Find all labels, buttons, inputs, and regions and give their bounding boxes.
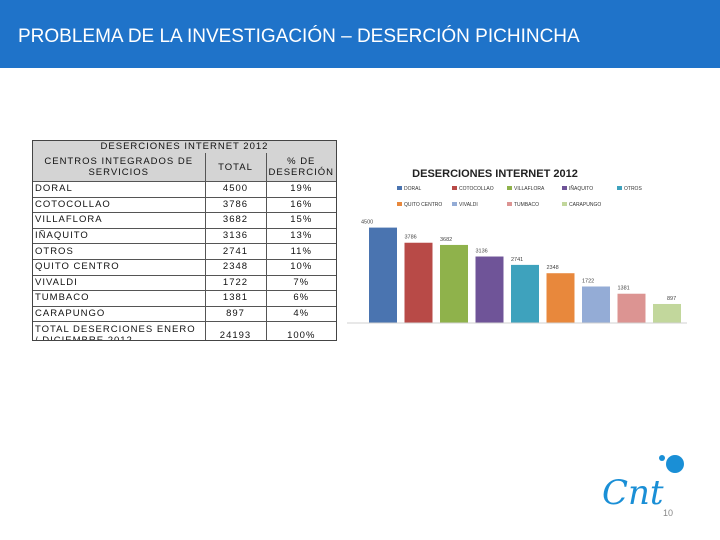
column-header-percent: % DE DESERCIÓN xyxy=(265,153,336,182)
row-percent: 7% xyxy=(265,274,336,291)
legend-swatch xyxy=(507,202,512,206)
row-percent: 16% xyxy=(265,196,336,213)
desertion-table: DESERCIONES INTERNET 2012 CENTROS INTEGR… xyxy=(32,140,337,341)
bar-value-label: 1381 xyxy=(618,286,630,292)
table-row: VILLAFLORA 3682 15% xyxy=(33,212,336,229)
row-name: VIVALDI xyxy=(33,274,205,291)
legend-label: QUITO CENTRO xyxy=(404,202,442,208)
logo-dot-icon xyxy=(666,455,684,473)
total-percent: 100% xyxy=(265,321,336,340)
table-row: IÑAQUITO 3136 13% xyxy=(33,227,336,244)
chart-bars: 4500 3786 3682 3136 2741 2348 1722 1381 897 xyxy=(361,220,681,323)
slide-title: PROBLEMA DE LA INVESTIGACIÓN – DESERCIÓN… xyxy=(18,26,580,47)
bar-cotocollao xyxy=(404,242,433,323)
row-percent: 13% xyxy=(265,227,336,244)
row-name: OTROS xyxy=(33,243,205,260)
table-total-row: TOTAL DESERCIONES ENERO / DICIEMBRE 2012… xyxy=(33,321,336,340)
row-name: DORAL xyxy=(33,181,205,198)
bar-vivaldi xyxy=(582,286,610,323)
bar-iñaquito xyxy=(475,256,504,323)
legend-swatch xyxy=(617,186,622,190)
legend-label: VIVALDI xyxy=(459,202,478,208)
row-total: 1722 xyxy=(204,274,266,291)
row-percent: 19% xyxy=(265,181,336,198)
row-name: IÑAQUITO xyxy=(33,227,205,244)
bar-value-label: 2348 xyxy=(547,265,559,271)
row-percent: 4% xyxy=(265,305,336,322)
bar-value-label: 897 xyxy=(667,296,676,302)
legend-label: COTOCOLLAO xyxy=(459,186,494,192)
row-total: 3682 xyxy=(204,212,266,229)
desertion-bar-chart: DESERCIONES INTERNET 2012 DORAL COTOCOLLA… xyxy=(347,168,687,324)
total-value: 24193 xyxy=(204,321,266,340)
row-percent: 6% xyxy=(265,290,336,307)
cnt-logo: Cnt xyxy=(602,455,684,513)
bar-value-label: 3786 xyxy=(405,235,417,241)
table-row: DORAL 4500 19% xyxy=(33,181,336,198)
table-title-row: DESERCIONES INTERNET 2012 xyxy=(33,141,336,153)
legend-swatch xyxy=(452,202,457,206)
bar-value-label: 1722 xyxy=(582,278,594,284)
row-percent: 11% xyxy=(265,243,336,260)
row-name: COTOCOLLAO xyxy=(33,196,205,213)
chart-legend: DORAL COTOCOLLAO VILLAFLORA IÑAQUITO OTROS QU… xyxy=(397,185,642,208)
row-total: 2741 xyxy=(204,243,266,260)
table-row: QUITO CENTRO 2348 10% xyxy=(33,258,336,276)
legend-label: DORAL xyxy=(404,186,421,192)
table-row: OTROS 2741 11% xyxy=(33,243,336,260)
row-total: 3136 xyxy=(204,227,266,244)
row-name: CARAPUNGO xyxy=(33,305,205,322)
legend-swatch xyxy=(562,186,567,190)
row-total: 897 xyxy=(204,305,266,322)
legend-label: IÑAQUITO xyxy=(569,185,593,192)
row-percent: 10% xyxy=(265,258,336,276)
page-number: 10 xyxy=(663,508,674,518)
logo-text: Cnt xyxy=(602,473,664,513)
title-bar: PROBLEMA DE LA INVESTIGACIÓN – DESERCIÓN… xyxy=(0,0,720,68)
row-name: VILLAFLORA xyxy=(33,212,205,229)
legend-swatch xyxy=(452,186,457,190)
bar-villaflora xyxy=(440,244,468,323)
row-percent: 15% xyxy=(265,212,336,229)
total-label: TOTAL DESERCIONES ENERO / DICIEMBRE 2012 xyxy=(33,321,205,340)
bar-value-label: 4500 xyxy=(361,220,373,226)
bar-value-label: 2741 xyxy=(511,257,523,263)
table-row: TUMBACO 1381 6% xyxy=(33,290,336,307)
bar-carapungo xyxy=(653,303,681,323)
row-name: QUITO CENTRO xyxy=(33,258,205,276)
bar-doral xyxy=(369,227,397,323)
legend-label: OTROS xyxy=(624,186,642,192)
legend-label: CARAPUNGO xyxy=(569,202,601,208)
legend-swatch xyxy=(562,202,567,206)
column-header-total: TOTAL xyxy=(204,153,266,182)
table-row: VIVALDI 1722 7% xyxy=(33,274,336,291)
column-header-center: CENTROS INTEGRADOS DE SERVICIOS xyxy=(33,153,205,182)
row-total: 1381 xyxy=(204,290,266,307)
legend-swatch xyxy=(397,202,402,206)
bar-otros xyxy=(511,264,539,323)
row-total: 3786 xyxy=(204,196,266,213)
table-header-row: CENTROS INTEGRADOS DE SERVICIOS TOTAL % … xyxy=(33,153,336,182)
table-title: DESERCIONES INTERNET 2012 xyxy=(33,141,336,153)
bar-tumbaco xyxy=(617,293,646,323)
legend-swatch xyxy=(507,186,512,190)
legend-label: VILLAFLORA xyxy=(514,186,545,192)
bar-quito-centro xyxy=(546,273,575,323)
bar-value-label: 3136 xyxy=(476,249,488,255)
row-total: 2348 xyxy=(204,258,266,276)
row-total: 4500 xyxy=(204,181,266,198)
bar-value-label: 3682 xyxy=(440,237,452,243)
table-row: CARAPUNGO 897 4% xyxy=(33,305,336,322)
legend-swatch xyxy=(397,186,402,190)
legend-label: TUMBACO xyxy=(514,202,539,208)
table-row: COTOCOLLAO 3786 16% xyxy=(33,196,336,213)
chart-title: DESERCIONES INTERNET 2012 xyxy=(412,168,578,180)
row-name: TUMBACO xyxy=(33,290,205,307)
